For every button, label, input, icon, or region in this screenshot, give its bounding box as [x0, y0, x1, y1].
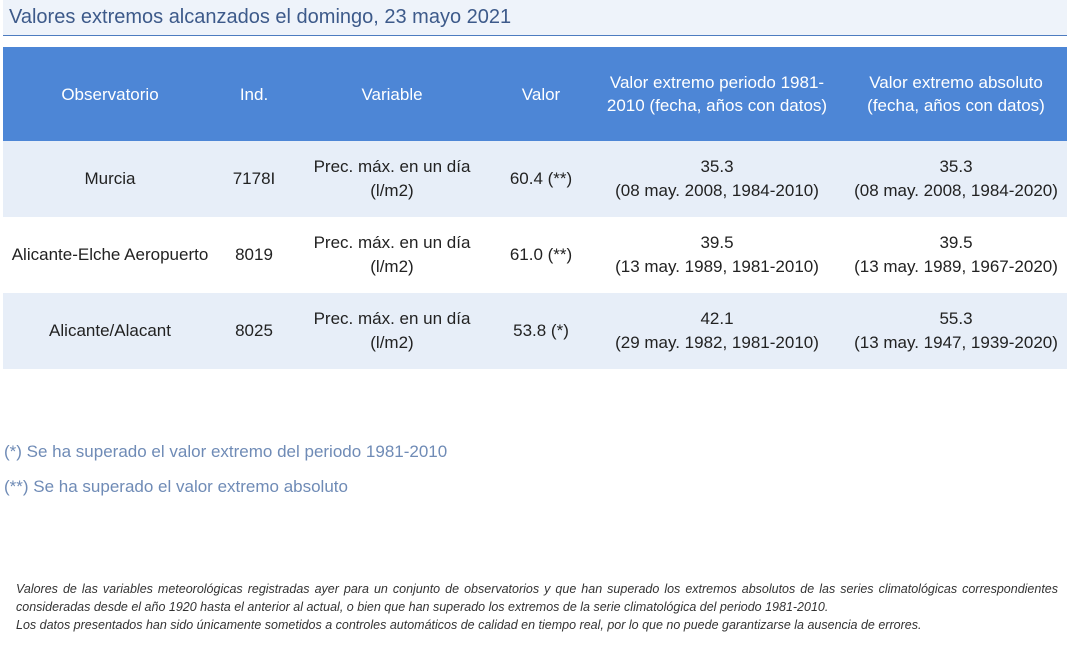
periodo-fecha: (29 may. 1982, 1981-2010): [615, 333, 819, 352]
cell-ind: 7178I: [217, 141, 291, 217]
title-bar: Valores extremos alcanzados el domingo, …: [3, 0, 1067, 36]
periodo-valor: 42.1: [700, 309, 734, 328]
cell-variable: Prec. máx. en un día (l/m2): [291, 141, 493, 217]
header-periodo: Valor extremo periodo 1981-2010 (fecha, …: [589, 47, 845, 141]
absoluto-valor: 39.5: [939, 233, 973, 252]
table-row: Murcia 7178I Prec. máx. en un día (l/m2)…: [3, 141, 1067, 217]
periodo-fecha: (13 may. 1989, 1981-2010): [615, 257, 819, 276]
disclaimer-line-1: Valores de las variables meteorológicas …: [16, 582, 1058, 614]
disclaimer: Valores de las variables meteorológicas …: [16, 580, 1058, 634]
header-absoluto: Valor extremo absoluto (fecha, años con …: [845, 47, 1067, 141]
cell-valor: 61.0 (**): [493, 217, 589, 293]
periodo-valor: 35.3: [700, 157, 734, 176]
table-header-row: Observatorio Ind. Variable Valor Valor e…: [3, 47, 1067, 141]
absoluto-fecha: (08 may. 2008, 1984-2020): [854, 181, 1058, 200]
table-row: Alicante/Alacant 8025 Prec. máx. en un d…: [3, 293, 1067, 369]
cell-valor: 53.8 (*): [493, 293, 589, 369]
cell-ind: 8025: [217, 293, 291, 369]
absoluto-fecha: (13 may. 1947, 1939-2020): [854, 333, 1058, 352]
header-variable: Variable: [291, 47, 493, 141]
table-row: Alicante-Elche Aeropuerto 8019 Prec. máx…: [3, 217, 1067, 293]
cell-absoluto: 35.3 (08 may. 2008, 1984-2020): [845, 141, 1067, 217]
header-ind: Ind.: [217, 47, 291, 141]
cell-observatorio: Alicante-Elche Aeropuerto: [3, 217, 217, 293]
absoluto-fecha: (13 may. 1989, 1967-2020): [854, 257, 1058, 276]
note-double-asterisk: (**) Se ha superado el valor extremo abs…: [4, 477, 348, 496]
header-valor: Valor: [493, 47, 589, 141]
periodo-valor: 39.5: [700, 233, 734, 252]
cell-periodo: 39.5 (13 may. 1989, 1981-2010): [589, 217, 845, 293]
page-title: Valores extremos alcanzados el domingo, …: [9, 6, 512, 28]
cell-absoluto: 55.3 (13 may. 1947, 1939-2020): [845, 293, 1067, 369]
extremes-table: Observatorio Ind. Variable Valor Valor e…: [3, 47, 1067, 369]
periodo-fecha: (08 may. 2008, 1984-2010): [615, 181, 819, 200]
cell-ind: 8019: [217, 217, 291, 293]
disclaimer-line-2: Los datos presentados han sido únicament…: [16, 618, 922, 632]
note-single-asterisk: (*) Se ha superado el valor extremo del …: [4, 442, 448, 461]
cell-observatorio: Murcia: [3, 141, 217, 217]
absoluto-valor: 55.3: [939, 309, 973, 328]
cell-observatorio: Alicante/Alacant: [3, 293, 217, 369]
cell-valor: 60.4 (**): [493, 141, 589, 217]
header-observatorio: Observatorio: [3, 47, 217, 141]
absoluto-valor: 35.3: [939, 157, 973, 176]
cell-periodo: 35.3 (08 may. 2008, 1984-2010): [589, 141, 845, 217]
cell-variable: Prec. máx. en un día (l/m2): [291, 217, 493, 293]
cell-variable: Prec. máx. en un día (l/m2): [291, 293, 493, 369]
cell-periodo: 42.1 (29 may. 1982, 1981-2010): [589, 293, 845, 369]
cell-absoluto: 39.5 (13 may. 1989, 1967-2020): [845, 217, 1067, 293]
